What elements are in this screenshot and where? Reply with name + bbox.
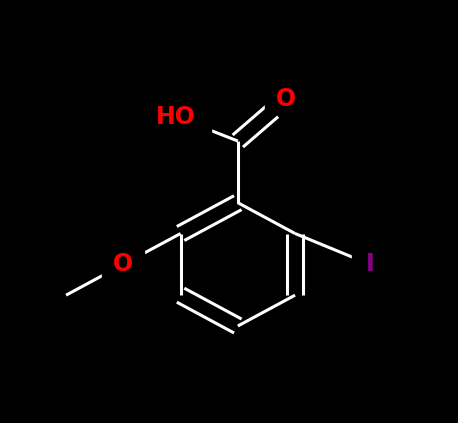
Bar — [265, 86, 307, 113]
Text: O: O — [113, 253, 133, 276]
Text: HO: HO — [156, 105, 196, 129]
Bar — [141, 95, 212, 139]
Text: O: O — [276, 87, 296, 111]
Bar — [352, 253, 387, 275]
Text: I: I — [365, 253, 374, 276]
Bar — [102, 251, 144, 277]
